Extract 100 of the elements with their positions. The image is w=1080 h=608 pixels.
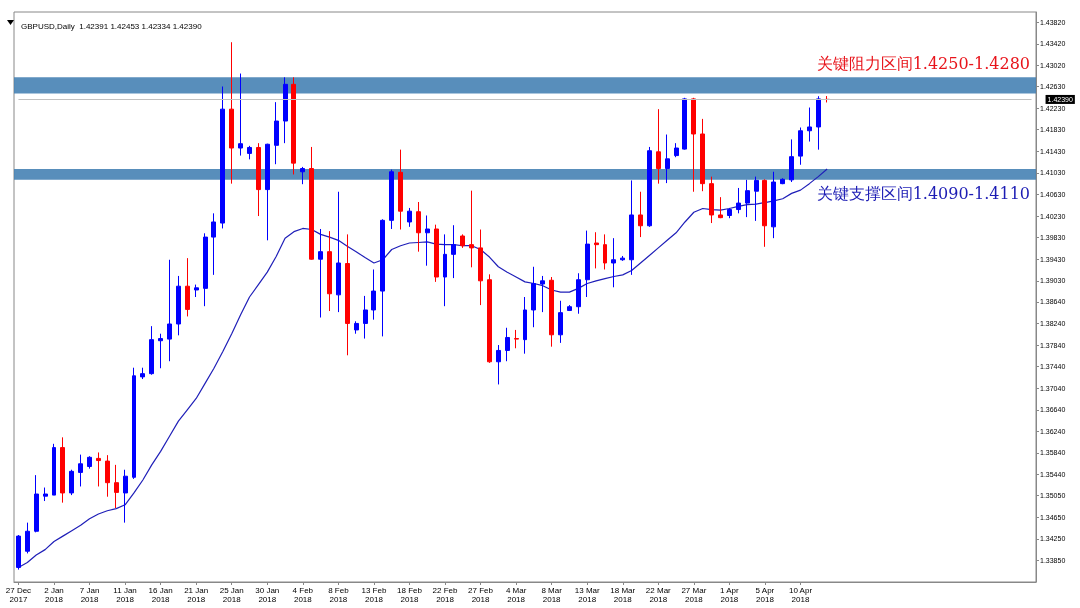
candlestick — [265, 143, 270, 241]
candlestick — [380, 218, 385, 337]
candlestick — [514, 329, 519, 349]
candlestick — [149, 325, 154, 376]
candlestick — [389, 169, 394, 230]
candlestick — [345, 233, 350, 356]
candlestick — [460, 233, 465, 249]
candlestick — [158, 333, 163, 369]
x-tick-label: 11 Jan 2018 — [113, 586, 137, 604]
candlestick — [709, 176, 714, 224]
candlestick — [798, 127, 803, 166]
candlestick — [771, 171, 776, 239]
candlestick — [25, 522, 30, 554]
candlestick — [478, 229, 483, 306]
x-tick-label: 25 Jan 2018 — [219, 586, 244, 604]
candlestick — [736, 187, 741, 214]
candlestick — [487, 273, 492, 364]
candlestick — [807, 107, 812, 143]
candlestick — [114, 464, 119, 509]
candlestick — [558, 300, 563, 344]
x-tick-label: 13 Mar 2018 — [574, 586, 600, 604]
candlestick — [140, 367, 145, 380]
candlestick — [274, 101, 279, 165]
band-label: 关键阻力区间1.4250-1.4280 — [816, 53, 1030, 73]
x-tick-label: 16 Jan 2018 — [148, 586, 173, 604]
candlestick — [674, 142, 679, 158]
x-tick-label: 30 Jan 2018 — [255, 586, 280, 604]
x-tick-label: 18 Feb 2018 — [397, 586, 423, 604]
candlestick — [327, 230, 332, 312]
text: GBPUSD,Daily 1.42391 1.42453 1.42334 1.42390 — [21, 21, 203, 31]
x-tick-label: 18 Mar 2018 — [610, 586, 636, 604]
candlestick — [443, 233, 447, 307]
candlestick — [682, 97, 687, 151]
candlestick — [220, 85, 225, 229]
candlestick — [789, 138, 794, 183]
candlestick — [754, 176, 759, 222]
candlestick — [167, 259, 172, 362]
candlestick — [363, 295, 368, 340]
candlestick — [256, 142, 261, 217]
candlestick — [203, 232, 208, 307]
candlestick — [398, 149, 403, 231]
candlestick — [425, 214, 430, 267]
candlestick — [16, 534, 21, 571]
x-tick-label: 2 Jan 2018 — [44, 586, 64, 604]
candlestick — [238, 73, 243, 157]
band-label: 关键支撑区间1.4090-1.4110 — [816, 184, 1030, 204]
candlestick — [291, 76, 296, 175]
candlestick — [176, 275, 181, 336]
candlestick — [647, 146, 652, 228]
candlestick — [87, 455, 92, 470]
candlestick — [52, 443, 56, 496]
x-tick-label: 4 Mar 2018 — [505, 586, 527, 604]
x-tick-label: 8 Mar 2018 — [541, 586, 563, 604]
candlestick — [585, 230, 590, 298]
candlestick — [665, 134, 670, 184]
x-tick-label: 5 Apr 2018 — [755, 586, 775, 604]
candlestick — [496, 344, 501, 385]
candlestick — [300, 166, 305, 185]
candlestick — [727, 207, 732, 219]
candlestick — [549, 276, 554, 348]
candlestick — [594, 231, 599, 269]
candlestick — [96, 451, 101, 487]
candlestick — [371, 268, 376, 321]
x-tick-label: 27 Feb 2018 — [468, 586, 494, 604]
x-tick-label: 1 Apr 2018 — [720, 586, 740, 604]
candlestick — [762, 178, 767, 248]
candlestick — [336, 191, 341, 313]
candlestick — [656, 108, 661, 185]
candlestick — [60, 436, 65, 504]
candlestick — [309, 146, 314, 261]
candlestick — [451, 224, 456, 279]
candlestick — [434, 224, 439, 283]
candlestick — [691, 97, 696, 193]
candlestick — [505, 327, 510, 362]
candlestick — [69, 469, 74, 496]
x-tick-label: 27 Mar 2018 — [681, 586, 707, 604]
x-tick-label: 10 Apr 2018 — [788, 586, 813, 604]
candlestick — [105, 454, 110, 498]
candlestick — [620, 255, 625, 262]
candlestick — [718, 196, 723, 219]
candlestick — [531, 266, 536, 328]
candlestick — [416, 201, 421, 253]
candlestick — [611, 237, 616, 288]
candlestick — [745, 179, 750, 218]
candlestick — [194, 284, 199, 298]
candlestick — [229, 41, 234, 185]
candlestick — [816, 95, 821, 151]
candlestick — [283, 76, 288, 144]
candlestick — [34, 474, 39, 533]
candlestick — [629, 179, 634, 276]
candlestick — [354, 320, 359, 335]
x-tick-label: 21 Jan 2018 — [184, 586, 209, 604]
x-tick-label: 27 Dec 2017 — [5, 586, 32, 604]
candlestick — [603, 233, 607, 270]
candlestick — [132, 367, 136, 480]
candlestick — [523, 296, 527, 355]
x-tick-label: 7 Jan 2018 — [79, 586, 100, 604]
candlestick — [469, 190, 474, 268]
candlestick — [567, 304, 572, 312]
candlestick — [247, 145, 252, 160]
